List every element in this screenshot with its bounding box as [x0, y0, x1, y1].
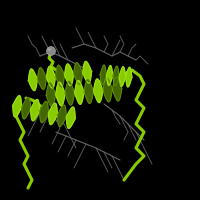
Polygon shape — [66, 107, 75, 128]
Polygon shape — [83, 61, 92, 83]
Polygon shape — [65, 64, 74, 86]
Polygon shape — [75, 80, 84, 104]
Polygon shape — [57, 105, 66, 127]
Polygon shape — [126, 67, 132, 87]
Polygon shape — [22, 97, 31, 119]
Polygon shape — [94, 79, 103, 103]
Polygon shape — [40, 101, 48, 123]
Polygon shape — [46, 66, 55, 88]
Polygon shape — [119, 67, 126, 87]
Polygon shape — [113, 66, 119, 86]
Polygon shape — [46, 83, 56, 107]
Polygon shape — [103, 78, 113, 102]
Polygon shape — [28, 69, 37, 91]
Polygon shape — [100, 65, 106, 85]
Polygon shape — [84, 80, 94, 104]
Polygon shape — [112, 77, 122, 101]
Polygon shape — [31, 99, 40, 121]
Polygon shape — [55, 65, 65, 87]
Polygon shape — [65, 81, 75, 105]
Ellipse shape — [47, 47, 55, 55]
Polygon shape — [37, 68, 46, 89]
Polygon shape — [106, 65, 113, 85]
Polygon shape — [13, 96, 22, 117]
Polygon shape — [74, 63, 83, 84]
Polygon shape — [48, 103, 57, 125]
Ellipse shape — [48, 48, 51, 51]
Polygon shape — [56, 82, 65, 106]
